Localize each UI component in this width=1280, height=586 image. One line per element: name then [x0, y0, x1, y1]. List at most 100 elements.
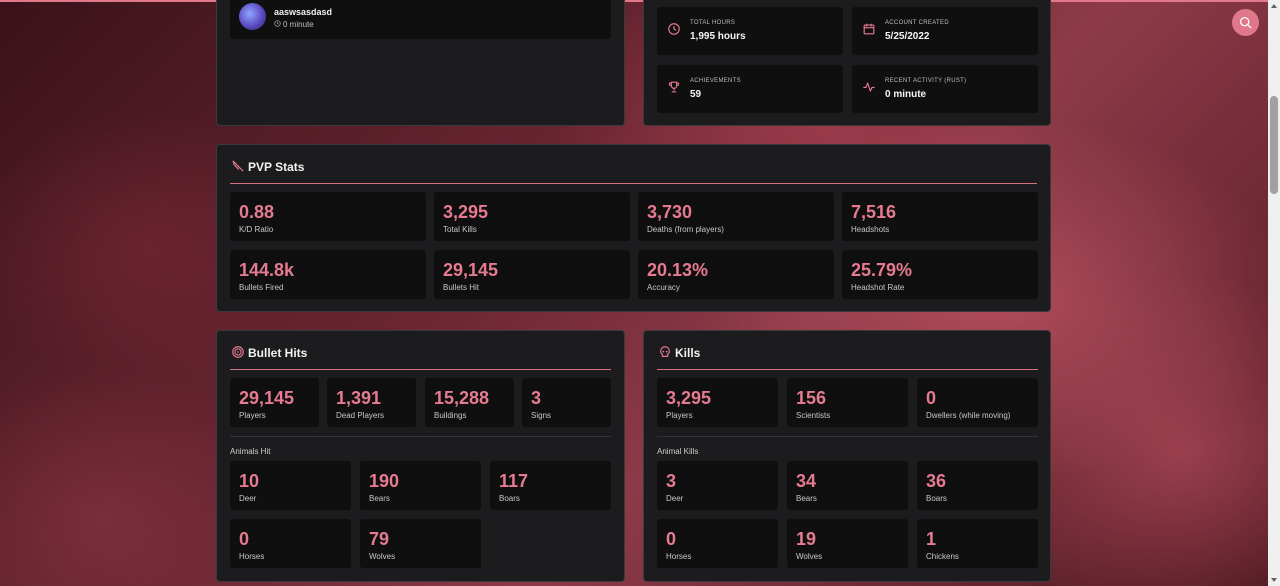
animal-tile: 117 Boars [490, 461, 611, 510]
stat-label: Total Kills [443, 225, 477, 234]
stat-value: 117 [499, 471, 529, 491]
stat-value: 3,295 [666, 388, 712, 408]
stat-label: Bears [796, 494, 817, 503]
stat-tile: 7,516 Headshots [842, 192, 1038, 241]
stat-value: 1,391 [336, 388, 382, 408]
stat-label: Bullets Fired [239, 283, 284, 292]
section-divider [230, 183, 1037, 184]
stat-value: 0 [926, 388, 937, 408]
stat-tile: 0.88 K/D Ratio [230, 192, 426, 241]
stat-label: Bullets Hit [443, 283, 480, 292]
subsection-title: Animal Kills [657, 447, 699, 456]
stat-label: Horses [239, 552, 265, 561]
scroll-thumb[interactable] [1270, 96, 1278, 194]
stat-label: Deaths (from players) [647, 225, 724, 234]
bullet-hits-card: Bullet Hits 29,145 Players 1,391 Dead Play… [216, 330, 625, 582]
stat-tile: 29,145 Bullets Hit [434, 250, 630, 299]
avatar[interactable] [239, 3, 266, 30]
stat-label: Bears [369, 494, 390, 503]
section-title: PVP Stats [248, 160, 305, 174]
section-divider [230, 369, 611, 370]
info-label: ACHIEVEMENTS [690, 78, 741, 84]
animal-tile: 34 Bears [787, 461, 908, 510]
stat-label: Accuracy [647, 283, 680, 292]
stat-value: 190 [369, 471, 400, 491]
stat-label: Deer [666, 494, 684, 503]
stat-value: 79 [369, 529, 390, 549]
account-created-tile: ACCOUNT CREATED 5/25/2022 [852, 7, 1038, 55]
target-icon [232, 346, 244, 358]
stat-label: Players [239, 411, 266, 420]
stat-value: 36 [926, 471, 947, 491]
stat-label: Buildings [434, 411, 467, 420]
stat-tile: 156 Scientists [787, 378, 908, 427]
stat-label: Signs [531, 411, 552, 420]
animal-tile: 0 Horses [657, 519, 778, 568]
stat-value: 0 [239, 529, 250, 549]
animal-tile: 79 Wolves [360, 519, 481, 568]
stat-value: 15,288 [434, 388, 490, 408]
stat-label: Scientists [796, 411, 831, 420]
kills-card: Kills 3,295 Players 156 Scientists 0 Dwelle… [643, 330, 1051, 582]
subsection-divider [230, 436, 611, 437]
knife-icon [232, 160, 244, 172]
trophy-icon [668, 81, 680, 93]
stat-value: 0 [666, 529, 677, 549]
scroll-up-arrow-icon[interactable] [1271, 4, 1277, 8]
section-divider [657, 369, 1038, 370]
stat-value: 156 [796, 388, 827, 408]
total-hours-tile: TOTAL HOURS 1,995 hours [657, 7, 843, 55]
stat-tile: 3,730 Deaths (from players) [638, 192, 834, 241]
stat-label: K/D Ratio [239, 225, 274, 234]
stat-tile: 15,288 Buildings [425, 378, 514, 427]
stat-value: 34 [796, 471, 817, 491]
stat-value: 3 [666, 471, 677, 491]
stat-label: Horses [666, 552, 692, 561]
stat-value: 20.13% [647, 260, 709, 280]
section-title: Kills [675, 346, 701, 360]
stat-value: 19 [796, 529, 817, 549]
scroll-down-arrow-icon[interactable] [1271, 578, 1277, 582]
info-value: 5/25/2022 [885, 31, 930, 42]
achievements-tile: ACHIEVEMENTS 59 [657, 65, 843, 113]
info-label: RECENT ACTIVITY (RUST) [885, 78, 967, 84]
stat-label: Headshot Rate [851, 283, 905, 292]
animal-tile: 19 Wolves [787, 519, 908, 568]
info-label: ACCOUNT CREATED [885, 20, 949, 26]
scrollbar[interactable] [1268, 0, 1280, 586]
stat-value: 3,730 [647, 202, 693, 222]
stat-value: 1 [926, 529, 937, 549]
search-button[interactable] [1232, 9, 1259, 36]
stat-label: Dead Players [336, 411, 385, 420]
clock-icon [274, 20, 281, 27]
info-value: 59 [690, 89, 702, 100]
stat-label: Boars [499, 494, 520, 503]
animal-tile: 1 Chickens [917, 519, 1038, 568]
animal-tile: 10 Deer [230, 461, 351, 510]
stat-label: Headshots [851, 225, 890, 234]
username[interactable]: aaswsasdasd [274, 7, 333, 17]
info-value: 0 minute [885, 89, 927, 100]
section-title: Bullet Hits [248, 346, 308, 360]
stat-tile: 0 Dwellers (while moving) [917, 378, 1038, 427]
stat-label: Deer [239, 494, 257, 503]
search-icon [1239, 16, 1252, 29]
pvp-stats-card: PVP Stats 0.88 K/D Ratio 3,295 Total Kills… [216, 144, 1051, 312]
friend-row[interactable]: aaswsasdasd 0 minute [230, 0, 611, 39]
stat-value: 7,516 [851, 202, 897, 222]
info-value: 1,995 hours [690, 31, 746, 42]
account-info-card: TOTAL HOURS 1,995 hours ACCOUNT CREATED … [643, 0, 1051, 126]
animal-tile: 0 Horses [230, 519, 351, 568]
stat-label: Boars [926, 494, 947, 503]
stat-label: Wolves [796, 552, 823, 561]
activity-icon [863, 82, 875, 92]
calendar-icon [863, 23, 875, 35]
stat-label: Dwellers (while moving) [926, 411, 1011, 420]
stat-value: 3 [531, 388, 542, 408]
animal-tile: 190 Bears [360, 461, 481, 510]
stat-tile: 3,295 Players [657, 378, 778, 427]
animal-tile: 36 Boars [917, 461, 1038, 510]
stat-label: Wolves [369, 552, 396, 561]
stat-value: 144.8k [239, 260, 295, 280]
profile-card: aaswsasdasd 0 minute [216, 0, 625, 126]
